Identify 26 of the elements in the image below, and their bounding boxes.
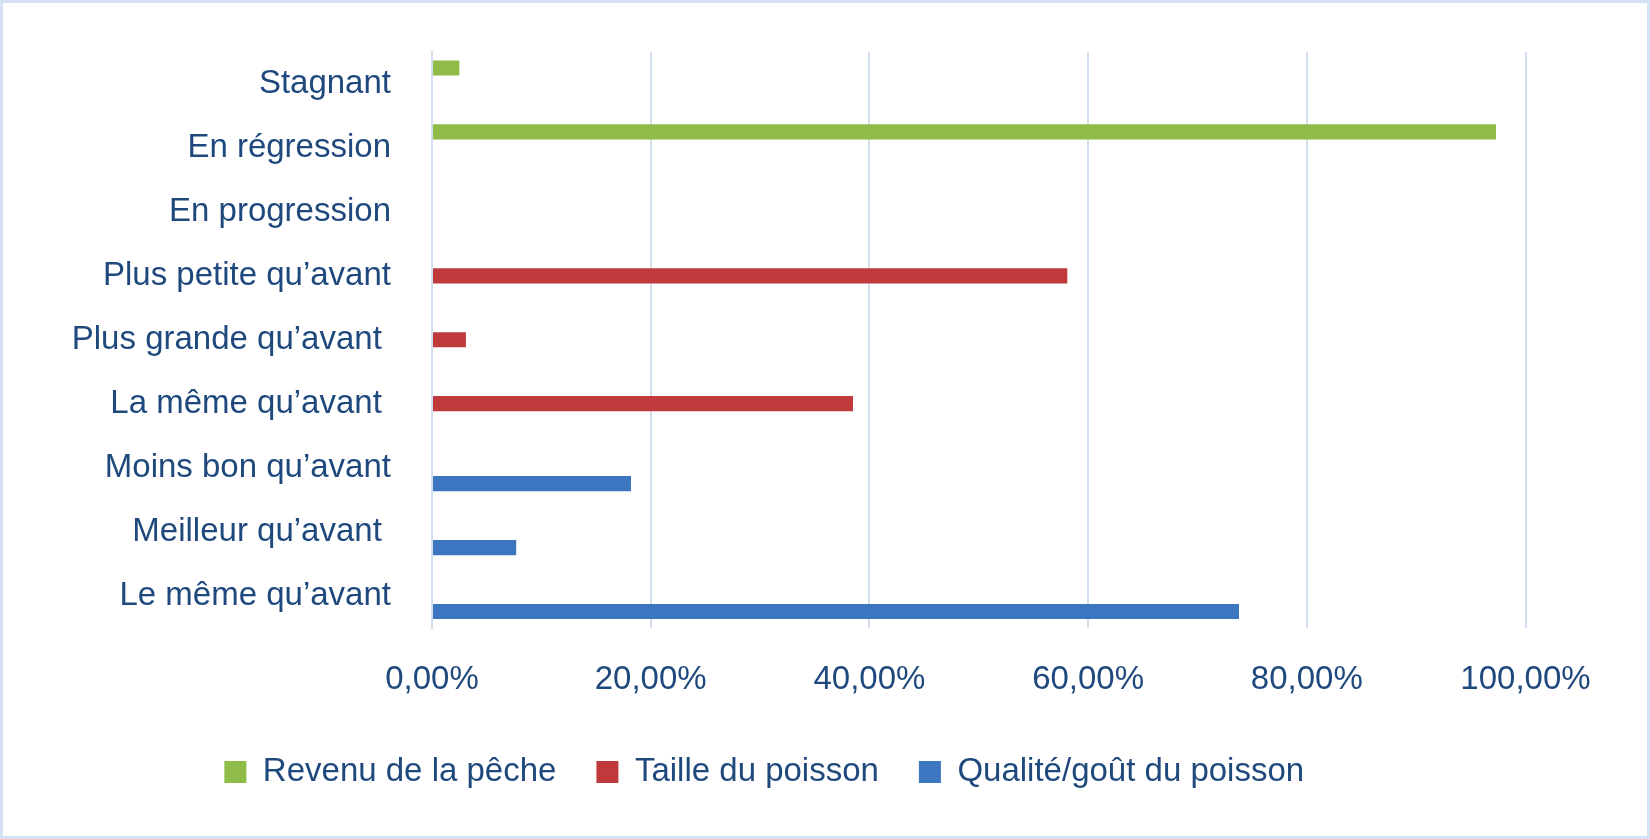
legend-label: Taille du poisson <box>634 751 879 789</box>
y-tick-label: Meilleur qu’avant <box>132 510 391 548</box>
y-tick-label: Plus grande qu’avant <box>71 318 391 356</box>
bar <box>433 396 853 412</box>
bar <box>433 476 632 492</box>
x-tick-label: 0,00% <box>385 659 479 697</box>
legend-label: Qualité/goût du poisson <box>957 751 1305 789</box>
y-tick-label: Stagnant <box>258 63 391 101</box>
x-tick-label: 80,00% <box>1250 659 1363 697</box>
y-tick-label: En régression <box>187 127 391 165</box>
x-tick-label: 60,00% <box>1032 659 1145 697</box>
bar <box>433 539 517 556</box>
bar <box>433 124 1496 140</box>
x-tick-label: 40,00% <box>813 659 926 697</box>
legend-label: Revenu de la pêche <box>262 751 557 789</box>
y-tick-label: Le même qu’avant <box>119 574 391 612</box>
x-tick-label: 20,00% <box>594 659 707 697</box>
y-tick-label: En progression <box>169 190 391 228</box>
bar <box>433 268 1068 284</box>
y-tick-label: La même qu’avant <box>110 382 391 420</box>
y-tick-label: Plus petite qu’avant <box>102 254 391 292</box>
bar <box>433 60 460 76</box>
x-tick-label: 100,00% <box>1460 659 1591 697</box>
bar <box>433 332 466 348</box>
y-tick-label: Moins bon qu’avant <box>104 446 391 484</box>
bar <box>433 603 1239 620</box>
